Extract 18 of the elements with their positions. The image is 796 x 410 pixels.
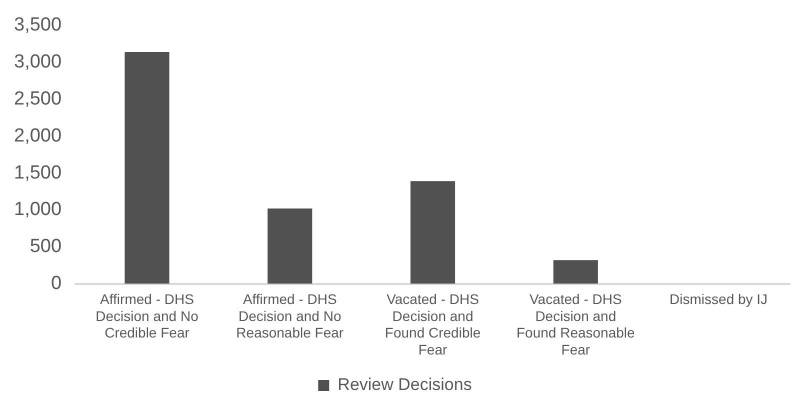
bar — [553, 260, 598, 284]
y-tick-label: 3,500 — [14, 14, 62, 36]
y-tick-label: 2,000 — [14, 125, 62, 146]
bar — [410, 181, 456, 284]
y-tick-label: 2,500 — [14, 88, 62, 110]
legend-label: Review Decisions — [338, 375, 472, 394]
x-tick-label: Vacated - DHS Decision and Found Credible Fear — [384, 291, 481, 358]
x-tick-label: Affirmed - DHS Decision and No Reasonable Fear — [236, 291, 344, 341]
y-tick-label: 1,000 — [14, 199, 62, 220]
y-tick-label: 3,000 — [14, 52, 62, 73]
bar — [124, 52, 170, 284]
x-tick-label: Dismissed by IJ — [670, 291, 768, 308]
y-tick-label: 0 — [50, 273, 62, 294]
x-tick-label: Vacated - DHS Decision and Found Reasonable Fear — [516, 291, 636, 358]
x-tick-label: Affirmed - DHS Decision and No Credible Fear — [96, 291, 199, 341]
y-tick-label: 500 — [30, 236, 62, 258]
bar — [268, 208, 312, 284]
y-tick-label: 1,500 — [14, 162, 62, 184]
